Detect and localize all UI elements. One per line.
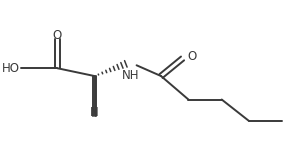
Text: NH: NH — [122, 69, 139, 82]
Text: HO: HO — [2, 62, 20, 75]
Text: O: O — [187, 50, 197, 63]
Text: N: N — [90, 106, 99, 119]
Text: O: O — [53, 29, 62, 42]
